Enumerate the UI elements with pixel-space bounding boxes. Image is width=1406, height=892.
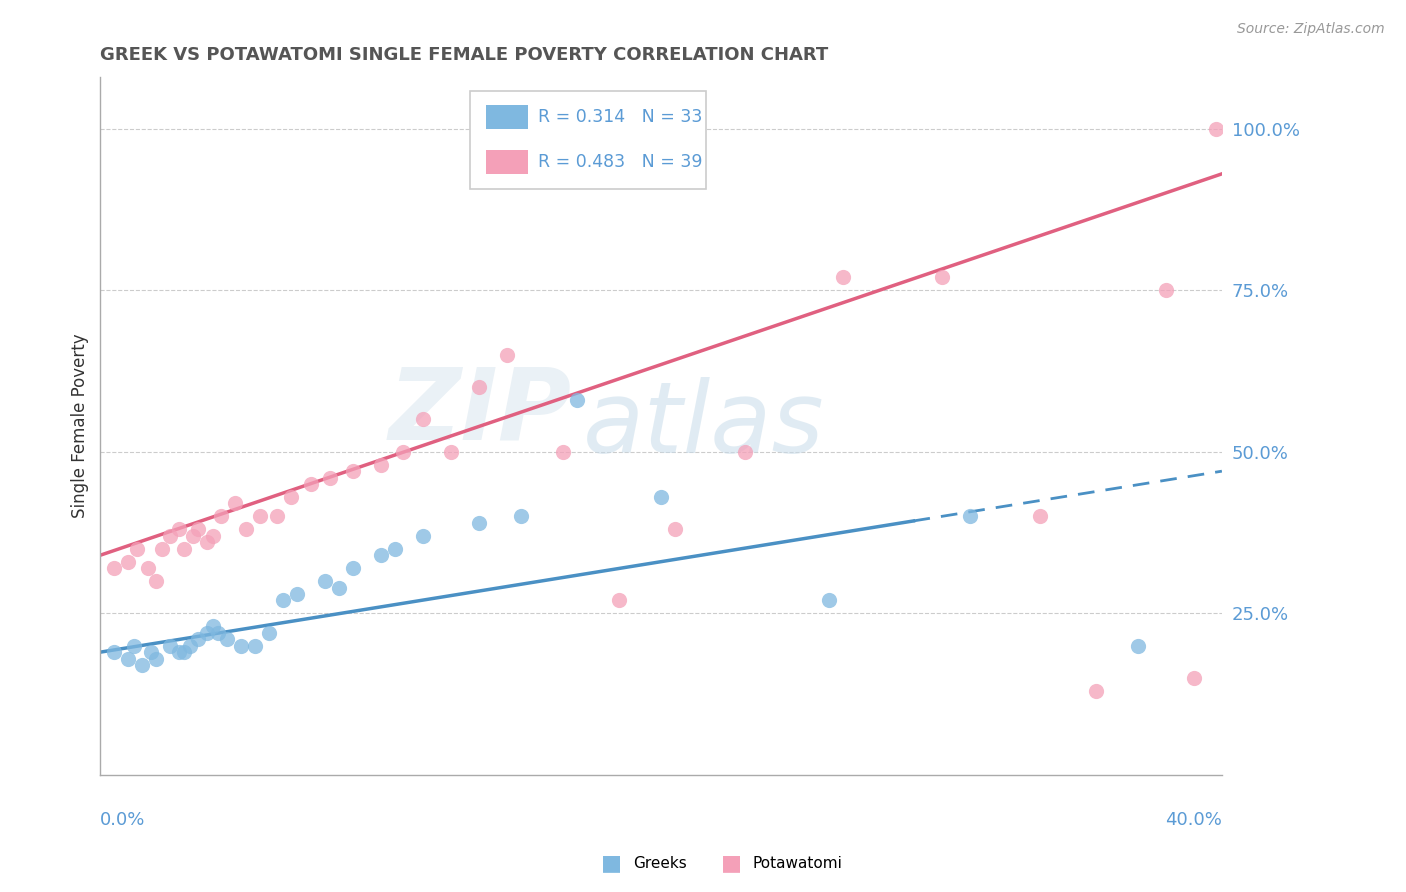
Point <box>1084 684 1107 698</box>
Point <box>243 639 266 653</box>
Point <box>167 645 190 659</box>
Point <box>285 587 308 601</box>
Text: ■: ■ <box>721 854 741 873</box>
Point <box>1182 671 1205 685</box>
Point <box>173 541 195 556</box>
Point <box>412 529 434 543</box>
Point <box>299 477 322 491</box>
Point <box>173 645 195 659</box>
Point <box>1126 639 1149 653</box>
Point <box>328 581 350 595</box>
Text: R = 0.314   N = 33: R = 0.314 N = 33 <box>537 108 702 126</box>
Point <box>384 541 406 556</box>
Point <box>496 348 519 362</box>
FancyBboxPatch shape <box>486 151 527 175</box>
Point <box>136 561 159 575</box>
Point <box>235 522 257 536</box>
FancyBboxPatch shape <box>471 91 706 188</box>
Point <box>818 593 841 607</box>
Point <box>125 541 148 556</box>
Point <box>342 464 364 478</box>
Point <box>179 639 201 653</box>
Point <box>271 593 294 607</box>
Text: Potawatomi: Potawatomi <box>752 856 842 871</box>
Point <box>468 516 491 530</box>
Point <box>931 270 953 285</box>
Point <box>650 490 672 504</box>
Point <box>145 574 167 588</box>
FancyBboxPatch shape <box>486 105 527 129</box>
Point <box>117 555 139 569</box>
Point <box>551 444 574 458</box>
Point <box>150 541 173 556</box>
Point <box>664 522 686 536</box>
Point <box>103 561 125 575</box>
Point <box>1205 121 1227 136</box>
Point <box>280 490 302 504</box>
Point <box>392 444 415 458</box>
Point <box>117 651 139 665</box>
Point <box>209 509 232 524</box>
Point <box>510 509 533 524</box>
Point <box>607 593 630 607</box>
Point <box>224 496 246 510</box>
Point <box>468 380 491 394</box>
Point <box>122 639 145 653</box>
Point <box>229 639 252 653</box>
Text: Source: ZipAtlas.com: Source: ZipAtlas.com <box>1237 22 1385 37</box>
Point <box>440 444 463 458</box>
Point <box>159 529 181 543</box>
Text: 40.0%: 40.0% <box>1166 811 1222 829</box>
Text: 0.0%: 0.0% <box>100 811 146 829</box>
Text: atlas: atlas <box>582 377 824 475</box>
Point <box>195 625 218 640</box>
Point <box>342 561 364 575</box>
Point <box>215 632 238 647</box>
Point <box>201 619 224 633</box>
Point <box>207 625 229 640</box>
Point <box>131 658 153 673</box>
Text: R = 0.483   N = 39: R = 0.483 N = 39 <box>537 153 702 171</box>
Text: ZIP: ZIP <box>388 363 571 460</box>
Point <box>959 509 981 524</box>
Point <box>319 470 342 484</box>
Text: ■: ■ <box>602 854 621 873</box>
Y-axis label: Single Female Poverty: Single Female Poverty <box>72 334 89 518</box>
Point <box>314 574 336 588</box>
Point <box>412 412 434 426</box>
Text: GREEK VS POTAWATOMI SINGLE FEMALE POVERTY CORRELATION CHART: GREEK VS POTAWATOMI SINGLE FEMALE POVERT… <box>100 46 828 64</box>
Point <box>1028 509 1050 524</box>
Point <box>1154 283 1177 297</box>
Point <box>266 509 288 524</box>
Point <box>159 639 181 653</box>
Point <box>103 645 125 659</box>
Point <box>167 522 190 536</box>
Point <box>187 522 209 536</box>
Point <box>565 393 588 408</box>
Point <box>370 458 392 472</box>
Point <box>370 548 392 562</box>
Point <box>832 270 855 285</box>
Point <box>195 535 218 549</box>
Text: Greeks: Greeks <box>633 856 686 871</box>
Point <box>249 509 271 524</box>
Point <box>201 529 224 543</box>
Point <box>181 529 204 543</box>
Point <box>187 632 209 647</box>
Point <box>734 444 756 458</box>
Point <box>145 651 167 665</box>
Point <box>139 645 162 659</box>
Point <box>257 625 280 640</box>
